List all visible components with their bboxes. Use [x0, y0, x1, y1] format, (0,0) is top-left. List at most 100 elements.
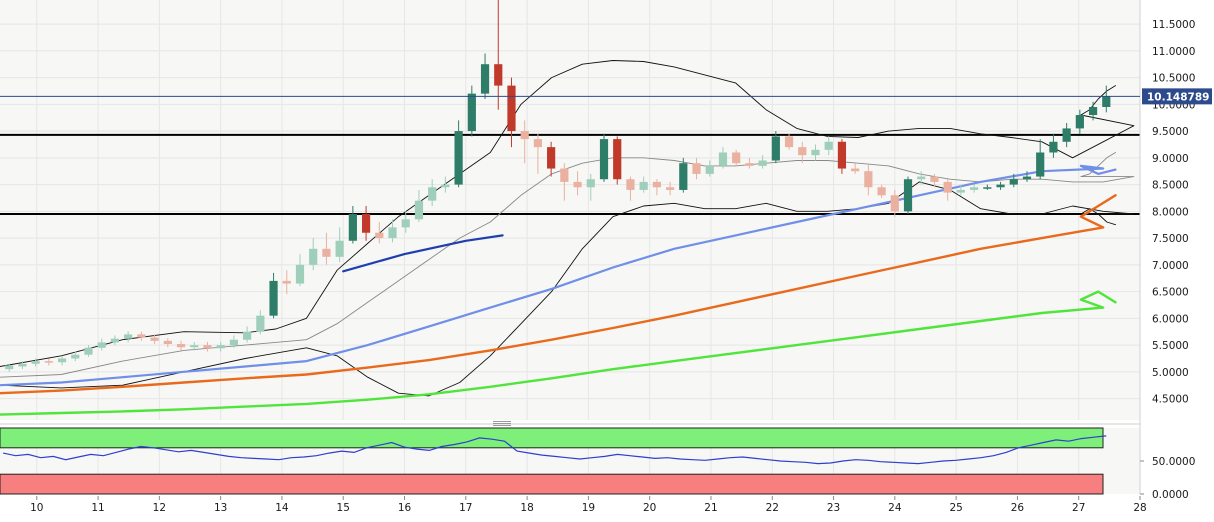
indicator-line: [342, 234, 504, 273]
candle-body: [71, 354, 80, 359]
candle-body: [401, 219, 410, 228]
candle-body: [798, 147, 807, 156]
candle-body: [414, 200, 424, 220]
candle-body: [851, 168, 860, 172]
candle-body: [18, 363, 27, 367]
y-tick-label: 5.0000: [1152, 367, 1189, 379]
candle-body: [1075, 115, 1084, 129]
candle-body: [996, 184, 1005, 188]
candle-body: [124, 334, 133, 339]
horizontal-levels: [0, 133, 1140, 216]
x-tick-label: 27: [1072, 502, 1085, 514]
time-axis: 10 11 12 13 14 15 16 17 18 19 20 21 22 23 24 25 26 27 28: [30, 496, 1147, 514]
oscillator-line: [2, 435, 1107, 465]
candle-body: [454, 131, 463, 185]
indicator-lines: [0, 60, 1135, 416]
candle-body: [1088, 107, 1098, 116]
candle-body: [533, 139, 543, 148]
candle-body: [137, 334, 146, 338]
x-tick-label: 12: [153, 502, 166, 514]
candle-body: [547, 147, 556, 169]
candle-body: [507, 85, 516, 132]
x-tick-label: 23: [827, 502, 840, 514]
candle-body: [375, 232, 384, 239]
x-tick-label: 13: [214, 502, 227, 514]
x-tick-label: 10: [30, 502, 43, 514]
x-tick-label: 18: [520, 502, 533, 514]
indicator-line: [0, 164, 1117, 387]
candle-body: [586, 179, 595, 188]
candle-body: [1022, 176, 1032, 180]
x-tick-label: 16: [398, 502, 412, 514]
y-tick-label: 8.5000: [1152, 180, 1189, 192]
candle-body: [639, 181, 648, 190]
candle-body: [480, 64, 490, 94]
y-tick-label: 10.5000: [1152, 73, 1195, 85]
candle-body: [361, 214, 371, 233]
candle-body: [626, 179, 635, 190]
current-price-marker: 10.148789: [0, 88, 1212, 105]
x-tick-label: 15: [337, 502, 350, 514]
candle-body: [110, 338, 120, 343]
candle-body: [732, 152, 741, 164]
price-axis: 4.5000 5.0000 5.5000 6.0000 6.5000 7.0000 7.50…: [1139, 0, 1195, 494]
candle-body: [705, 165, 714, 174]
candle-body: [1009, 179, 1018, 185]
candle-body: [494, 64, 503, 86]
candle-body: [295, 264, 305, 284]
oscillator-band: [0, 427, 1104, 449]
candle-body: [203, 345, 212, 349]
candle-body: [652, 181, 661, 188]
indicator-line: [0, 290, 1117, 416]
candle-body: [467, 93, 476, 132]
indicator-line: [0, 152, 1135, 378]
candle-body: [837, 141, 847, 169]
candle-body: [229, 339, 238, 346]
oscillator-panel: 50.0000 0.0000: [0, 427, 1195, 501]
x-tick-label: 24: [888, 502, 902, 514]
candle-body: [84, 347, 93, 355]
candle-body: [983, 187, 992, 189]
y-tick-label: 9.0000: [1152, 153, 1189, 165]
candle-body: [441, 184, 450, 188]
candle-body: [5, 365, 14, 370]
candle-body: [824, 141, 833, 150]
y-tick-label: 11.5000: [1152, 19, 1195, 31]
candle-body: [520, 131, 529, 140]
y-tick-label: 6.5000: [1152, 287, 1189, 299]
x-tick-label: 21: [704, 502, 717, 514]
candle-body: [31, 361, 40, 364]
x-tick-label: 22: [766, 502, 779, 514]
x-tick-label: 11: [91, 502, 104, 514]
price-panel-background: [0, 0, 1140, 420]
candle-body: [745, 163, 754, 166]
x-tick-label: 20: [643, 502, 656, 514]
x-tick-label: 25: [949, 502, 962, 514]
candle-body: [692, 163, 701, 174]
indicator-line: [0, 194, 1117, 395]
candle-body: [930, 176, 939, 182]
candle-body: [890, 195, 899, 212]
osc-y-tick-label: 50.0000: [1152, 456, 1195, 468]
candle-body: [718, 152, 728, 166]
candle-body: [1102, 96, 1111, 108]
candle-body: [282, 280, 291, 284]
y-tick-label: 7.5000: [1152, 233, 1189, 245]
candle-body: [256, 315, 265, 332]
candle-body: [348, 214, 357, 241]
candle-body: [163, 340, 172, 345]
indicator-line: [0, 181, 1135, 397]
x-tick-label: 28: [1133, 502, 1146, 514]
candle-body: [335, 240, 344, 257]
candle-body: [613, 139, 622, 180]
x-tick-label: 14: [275, 502, 289, 514]
candle-body: [771, 136, 780, 161]
current-price-label-bg: [1142, 88, 1212, 105]
candle-body: [665, 187, 675, 190]
x-tick-label: 17: [459, 502, 472, 514]
candle-body: [917, 176, 926, 180]
osc-y-tick-label: 0.0000: [1152, 489, 1189, 501]
splitter-handle-icon[interactable]: [493, 421, 511, 426]
